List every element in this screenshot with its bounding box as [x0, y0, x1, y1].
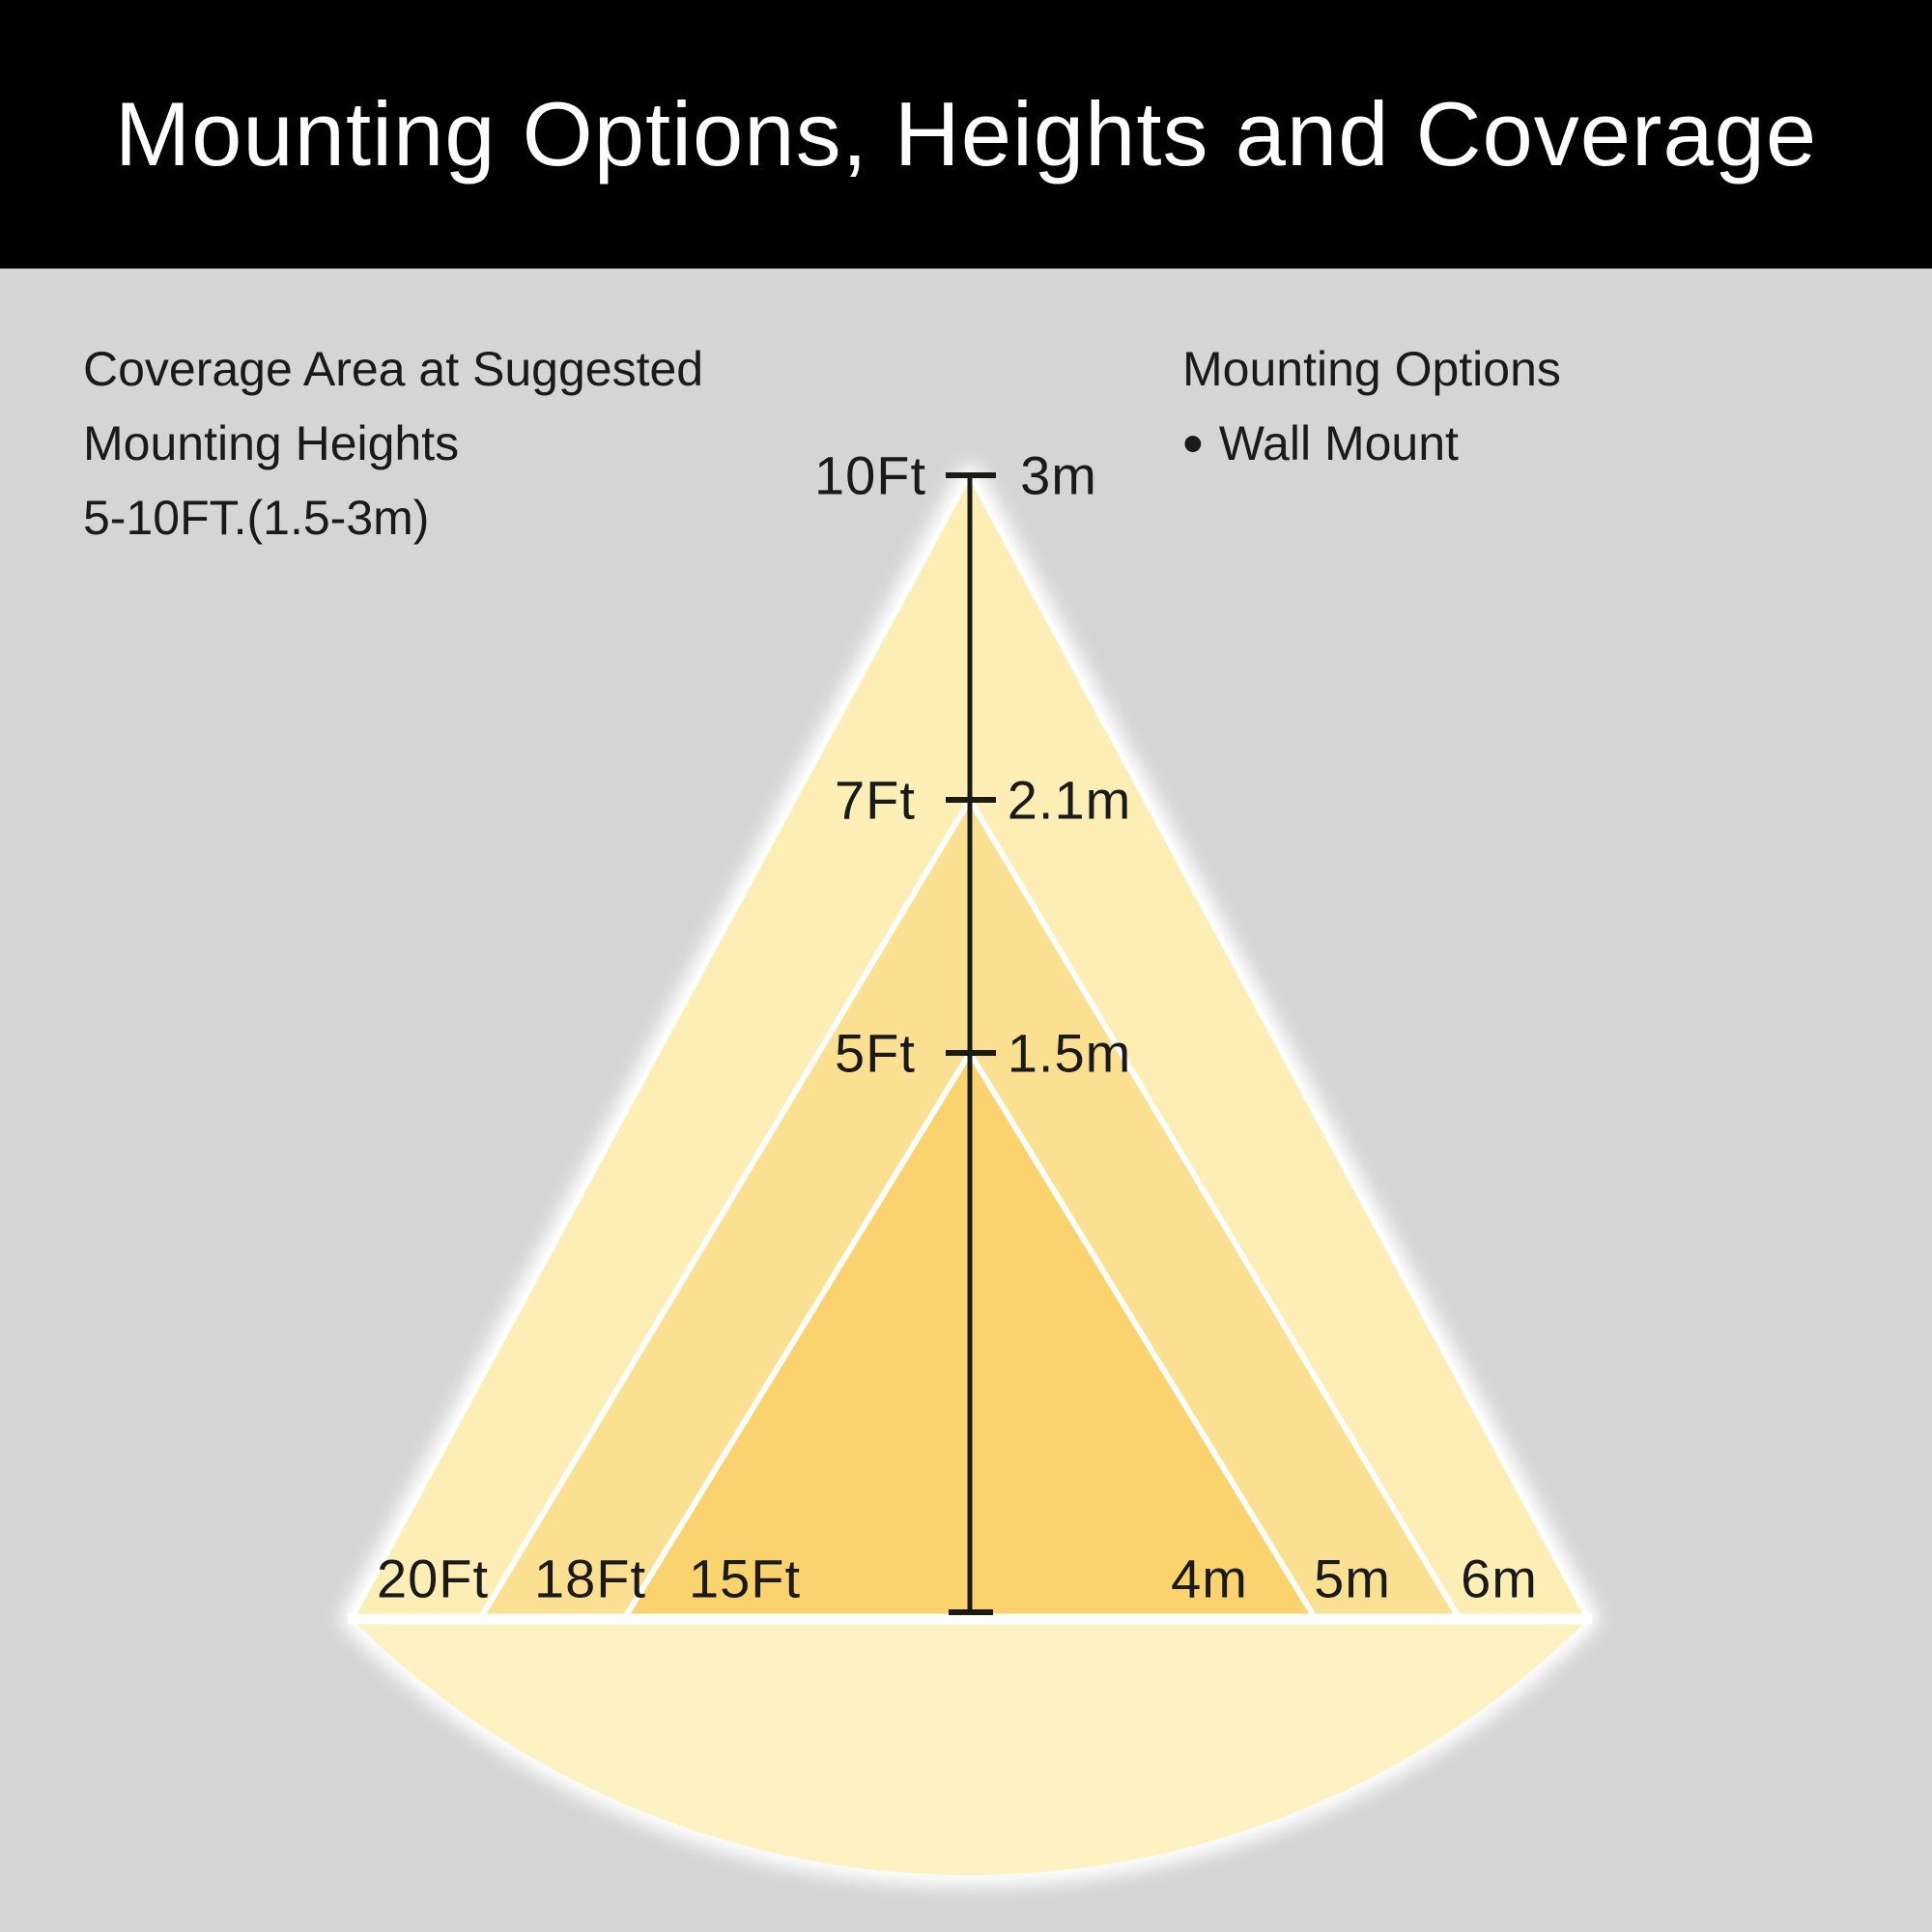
- mounting-options-title: Mounting Options: [1182, 342, 1561, 396]
- floor-arc: [352, 1619, 1588, 1876]
- mounting-option-item: • Wall Mount: [1182, 407, 1561, 481]
- width-label-15ft: 15Ft: [688, 1548, 802, 1609]
- width-label-6m: 6m: [1461, 1548, 1538, 1609]
- width-label-18ft: 18Ft: [533, 1548, 647, 1609]
- height-label-2-1m: 2.1m: [1007, 769, 1132, 831]
- width-label-5m: 5m: [1314, 1548, 1391, 1609]
- height-label-5ft: 5Ft: [835, 1022, 916, 1084]
- page-title: Mounting Options, Heights and Coverage: [114, 83, 1818, 185]
- width-label-4m: 4m: [1171, 1548, 1248, 1609]
- height-label-3m: 3m: [1020, 444, 1097, 506]
- coverage-note-line2: Mounting Heights: [83, 416, 460, 470]
- coverage-note-line3: 5-10FT.(1.5-3m): [83, 491, 430, 545]
- coverage-note-line1: Coverage Area at Suggested: [83, 342, 704, 396]
- header-bar: Mounting Options, Heights and Coverage: [0, 0, 1932, 269]
- height-label-7ft: 7Ft: [835, 769, 916, 831]
- coverage-note: Coverage Area at Suggested Mounting Heig…: [83, 332, 703, 555]
- height-label-1-5m: 1.5m: [1007, 1022, 1132, 1084]
- mounting-option-label: Wall Mount: [1218, 416, 1459, 470]
- width-label-20ft: 20Ft: [376, 1548, 490, 1609]
- bullet-icon: •: [1182, 411, 1204, 477]
- mounting-options-block: Mounting Options • Wall Mount: [1182, 332, 1561, 481]
- height-label-10ft: 10Ft: [813, 444, 927, 506]
